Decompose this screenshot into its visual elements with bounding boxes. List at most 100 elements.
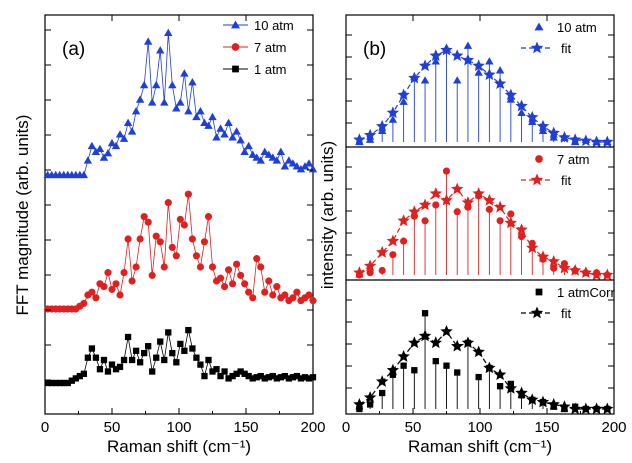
data-point xyxy=(538,126,548,134)
data-point xyxy=(216,124,225,132)
fit-point xyxy=(493,368,507,381)
data-point xyxy=(496,383,504,390)
x-axis-title-a: Raman shift (cm⁻¹) xyxy=(107,437,251,456)
data-point xyxy=(131,107,141,115)
fit-point xyxy=(418,329,432,342)
data-point xyxy=(204,121,213,129)
data-point xyxy=(224,118,233,126)
data-point xyxy=(285,375,293,382)
data-point xyxy=(253,255,261,263)
fit-point xyxy=(376,119,389,132)
data-point xyxy=(256,156,265,164)
fit-point xyxy=(418,59,432,72)
data-point xyxy=(221,368,228,375)
fit-point xyxy=(397,350,410,362)
data-point xyxy=(161,356,168,364)
data-point xyxy=(176,215,184,223)
legend-fit-label: fit xyxy=(561,173,572,188)
fit-point xyxy=(515,223,528,236)
data-point xyxy=(79,170,89,179)
data-point xyxy=(200,118,209,126)
data-point xyxy=(507,210,515,218)
fit-point xyxy=(363,259,377,272)
data-point xyxy=(277,374,284,381)
data-point xyxy=(149,368,156,375)
data-point xyxy=(237,368,244,375)
data-point xyxy=(48,379,55,387)
data-point xyxy=(123,118,133,126)
fit-point xyxy=(418,198,432,211)
fit-point xyxy=(440,193,453,206)
data-point xyxy=(276,147,286,155)
data-point xyxy=(244,141,253,150)
x-tick-label: 100 xyxy=(166,419,191,436)
fit-point xyxy=(472,59,485,72)
data-point xyxy=(204,213,213,221)
data-point xyxy=(232,127,241,135)
legend-fit-label: fit xyxy=(561,41,572,56)
fit-point xyxy=(504,381,517,394)
data-point xyxy=(281,291,289,299)
data-point xyxy=(264,150,273,158)
x-tick-label: 100 xyxy=(467,419,492,436)
data-point xyxy=(152,80,161,89)
data-point xyxy=(135,95,145,103)
fit-point xyxy=(408,336,421,349)
fit-point xyxy=(472,187,485,199)
data-point xyxy=(156,46,165,54)
data-point xyxy=(164,28,173,37)
fit-point xyxy=(601,268,614,281)
data-point xyxy=(143,37,153,45)
data-point xyxy=(96,366,104,373)
data-point xyxy=(196,263,205,271)
data-point xyxy=(272,156,282,164)
data-point xyxy=(181,347,188,354)
data-point xyxy=(132,263,140,271)
fit-point xyxy=(568,263,582,276)
data-point xyxy=(116,291,124,299)
fit-line xyxy=(359,49,608,143)
data-point xyxy=(249,294,257,302)
data-point xyxy=(99,153,109,161)
data-point xyxy=(148,98,157,106)
fit-point xyxy=(504,216,517,229)
fit-point xyxy=(515,99,528,112)
legend-marker xyxy=(534,22,544,31)
data-point xyxy=(284,156,294,164)
data-point xyxy=(197,361,204,368)
fit-point xyxy=(451,49,464,62)
data-point xyxy=(108,361,116,368)
data-point xyxy=(200,238,209,246)
panel-label-b: (b) xyxy=(363,39,386,60)
data-point xyxy=(292,162,302,170)
data-point xyxy=(120,356,128,364)
x-tick-label: 0 xyxy=(41,419,49,436)
fit-line xyxy=(359,188,608,276)
data-point xyxy=(517,108,526,117)
data-point xyxy=(293,372,301,380)
data-point xyxy=(52,379,59,387)
fit-point xyxy=(504,88,517,101)
data-point xyxy=(83,156,93,164)
x-tick-label: 50 xyxy=(405,419,422,436)
legend-marker xyxy=(231,20,240,29)
data-point xyxy=(217,372,224,380)
data-point xyxy=(421,310,429,317)
data-point xyxy=(188,78,197,86)
data-point xyxy=(120,269,128,277)
legend-label: 7 atm xyxy=(254,40,287,55)
data-point xyxy=(229,280,237,288)
data-point xyxy=(184,190,192,198)
fit-point xyxy=(515,386,528,399)
data-point xyxy=(269,291,277,299)
data-point xyxy=(220,130,229,138)
data-point xyxy=(180,221,188,229)
fit-point xyxy=(397,214,410,227)
fit-point xyxy=(461,336,475,349)
data-point xyxy=(119,134,129,142)
fit-point xyxy=(579,266,593,278)
data-point xyxy=(80,370,88,377)
data-point xyxy=(245,372,252,380)
data-point xyxy=(107,138,117,147)
x-tick-label: 200 xyxy=(300,419,325,436)
